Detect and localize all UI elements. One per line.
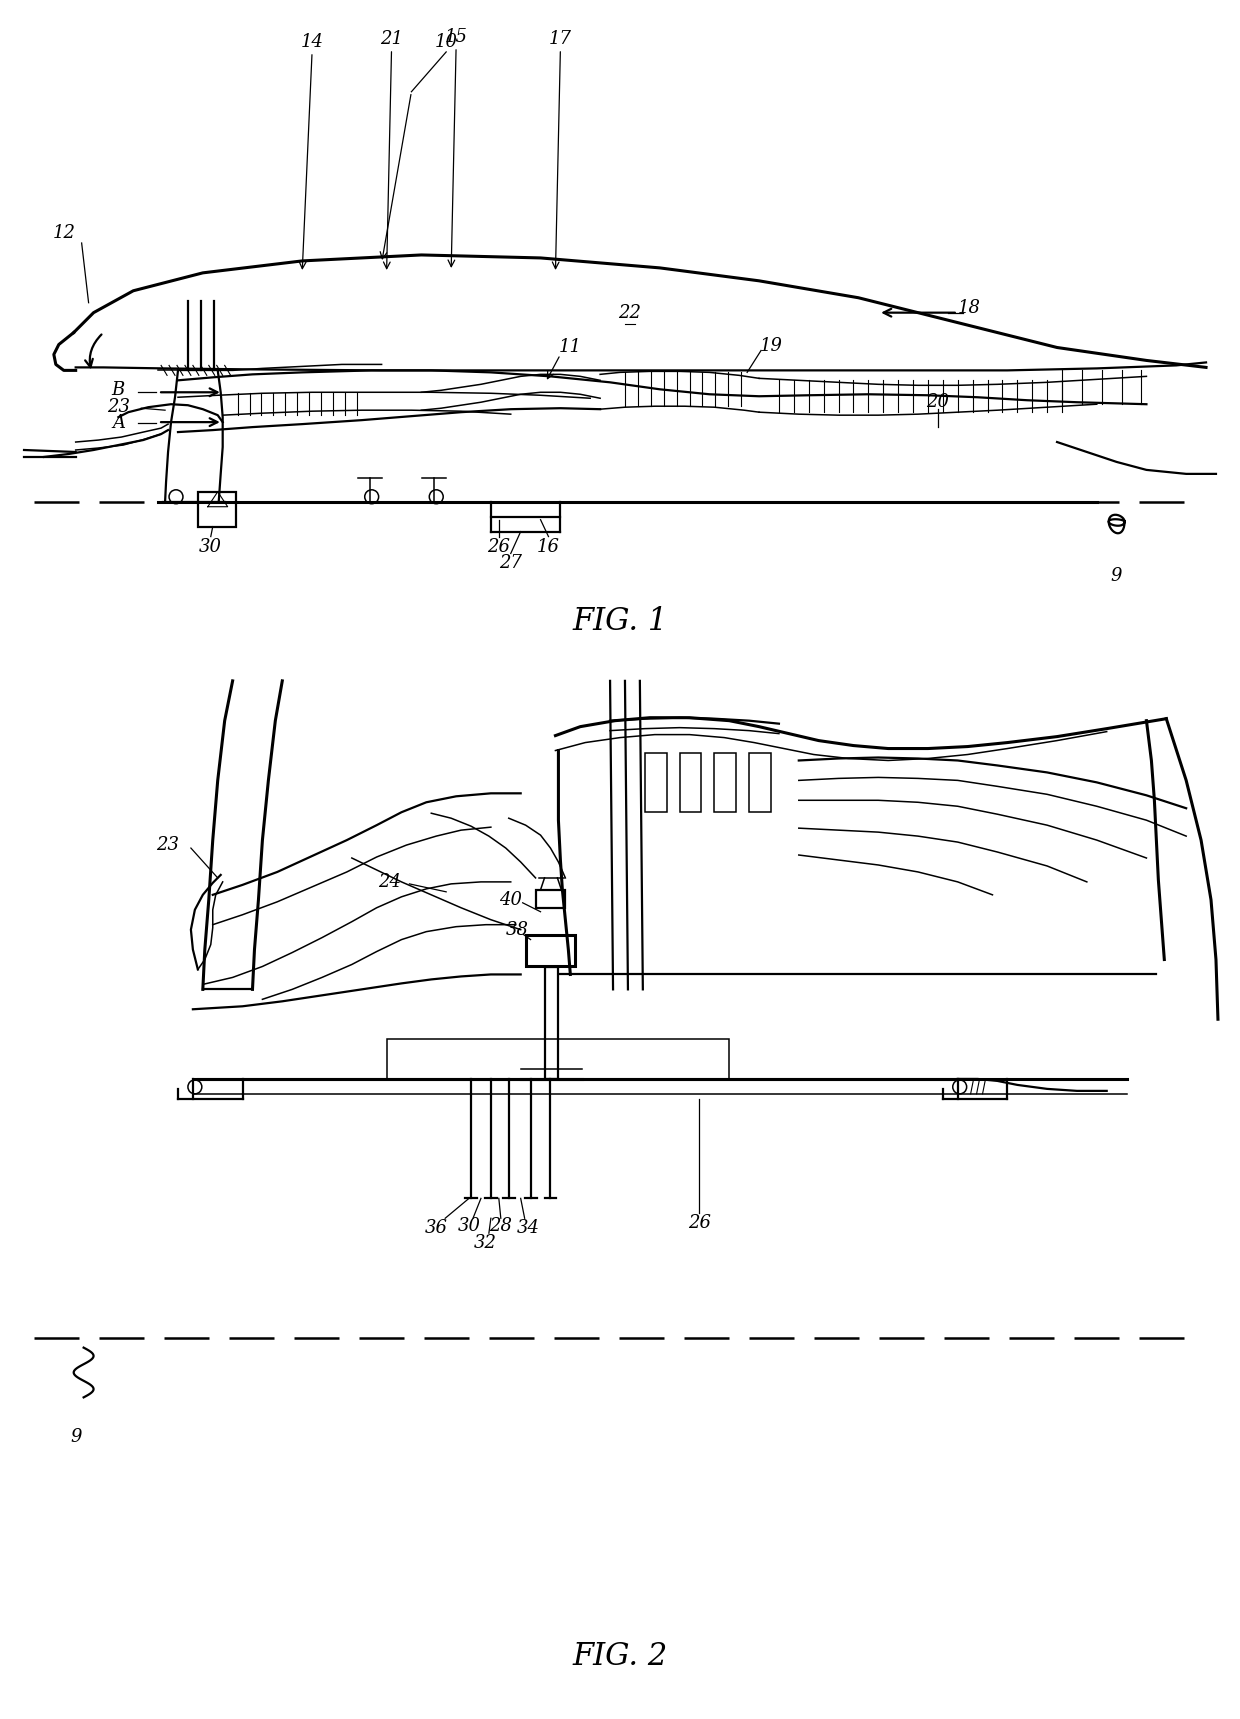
- Text: 24: 24: [378, 873, 401, 890]
- Text: B: B: [112, 382, 125, 399]
- Text: 36: 36: [425, 1219, 448, 1238]
- Text: FIG. 1: FIG. 1: [573, 605, 667, 636]
- Bar: [645, 753, 667, 813]
- Bar: [526, 935, 575, 966]
- Text: 11: 11: [559, 339, 582, 356]
- Text: 20: 20: [926, 394, 950, 411]
- Text: 34: 34: [517, 1219, 541, 1238]
- Text: 17: 17: [549, 29, 572, 48]
- Text: 40: 40: [500, 890, 522, 909]
- Text: 38: 38: [506, 921, 529, 939]
- Text: 15: 15: [445, 28, 467, 46]
- Text: 16: 16: [537, 538, 560, 555]
- Bar: [749, 753, 771, 813]
- Bar: [198, 492, 236, 526]
- Text: 18: 18: [959, 299, 981, 316]
- Text: 10: 10: [435, 33, 458, 52]
- Bar: [387, 1038, 729, 1080]
- Text: A: A: [112, 414, 125, 431]
- Bar: [544, 968, 558, 1080]
- Text: 14: 14: [300, 33, 324, 52]
- Text: 26: 26: [688, 1214, 711, 1233]
- Text: 30: 30: [458, 1217, 481, 1236]
- Text: 30: 30: [200, 538, 222, 555]
- Text: 12: 12: [52, 223, 76, 242]
- Text: 22: 22: [619, 304, 641, 321]
- Text: FIG. 2: FIG. 2: [573, 1640, 667, 1671]
- Text: 19: 19: [759, 337, 782, 354]
- Text: 9: 9: [1111, 567, 1122, 586]
- Bar: [680, 753, 702, 813]
- Text: 32: 32: [474, 1234, 496, 1251]
- Text: 23: 23: [156, 835, 180, 854]
- Bar: [536, 890, 565, 908]
- Text: 9: 9: [69, 1428, 82, 1446]
- Text: 26: 26: [487, 538, 511, 555]
- Bar: [714, 753, 737, 813]
- Text: 27: 27: [500, 555, 522, 572]
- Text: 28: 28: [490, 1217, 512, 1236]
- Text: 21: 21: [379, 29, 403, 48]
- Text: 23: 23: [107, 399, 130, 416]
